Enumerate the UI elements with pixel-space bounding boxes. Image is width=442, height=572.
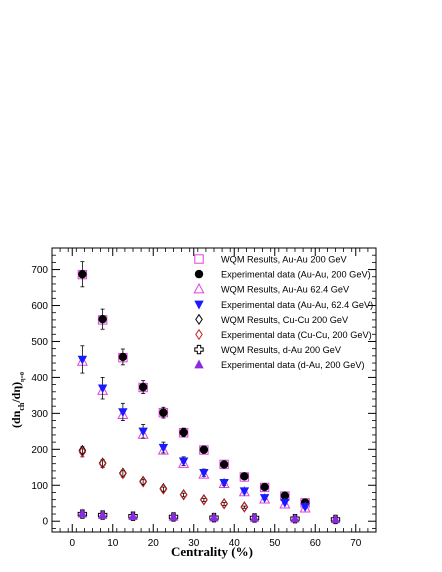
series-3	[77, 345, 310, 513]
x-tick-label: 30	[188, 538, 200, 549]
data-point	[97, 384, 108, 394]
x-tick-label: 0	[69, 538, 75, 549]
data-point	[159, 483, 168, 495]
y-axis-title-sub2: η=0	[20, 372, 26, 382]
data-point	[240, 472, 249, 481]
data-point	[168, 511, 179, 521]
y-axis-title-sub1: ch	[17, 402, 26, 411]
series-5	[78, 446, 249, 513]
y-tick-label: 300	[31, 409, 48, 420]
data-point	[219, 460, 229, 469]
series-1	[78, 261, 310, 507]
data-point	[97, 509, 108, 519]
y-axis-title-main: (dn	[9, 410, 23, 428]
y-tick-label: 0	[42, 517, 48, 528]
data-point	[178, 457, 189, 467]
legend-label: WQM Results, Au-Au 62.4 GeV	[221, 285, 350, 295]
data-point	[128, 510, 138, 520]
data-point	[159, 408, 168, 417]
data-point	[77, 508, 88, 518]
legend-label: Experimental data (Au-Au, 200 GeV)	[221, 270, 371, 280]
data-point	[138, 427, 148, 437]
x-tick-label: 60	[310, 538, 322, 549]
data-point	[139, 476, 147, 488]
y-axis-title: (dnch/dη)η=0	[9, 372, 26, 428]
data-point	[138, 382, 148, 392]
svg-text:(dnch/dη)η=0: (dnch/dη)η=0	[9, 372, 26, 428]
data-point	[219, 479, 229, 488]
legend-marker	[194, 300, 204, 310]
data-point	[98, 314, 107, 324]
y-tick-label: 400	[31, 373, 48, 384]
data-point	[220, 498, 228, 510]
data-point	[259, 494, 270, 504]
legend-label: Experimental data (Au-Au, 62.4 GeV)	[221, 300, 373, 310]
data-point	[199, 445, 209, 454]
legend-label: Experimental data (Cu-Cu, 200 GeV)	[221, 330, 372, 340]
data-point	[300, 503, 310, 513]
legend-label: Experimental data (d-Au, 200 GeV)	[221, 360, 365, 370]
y-tick-label: 500	[31, 337, 48, 348]
data-point	[198, 468, 210, 479]
x-tick-label: 50	[269, 538, 281, 549]
legend-marker	[195, 328, 203, 341]
legend-label: WQM Results, d-Au 200 GeV	[221, 345, 342, 355]
data-point	[290, 513, 300, 523]
data-point	[199, 468, 209, 478]
legend-marker	[194, 359, 204, 369]
data-point	[118, 408, 128, 418]
y-tick-label: 200	[31, 445, 48, 456]
data-point	[179, 489, 188, 501]
legend-label: WQM Results, Au-Au 200 GeV	[221, 255, 347, 265]
legend-marker	[194, 344, 204, 355]
data-point	[98, 458, 107, 470]
data-point	[118, 352, 128, 362]
data-point	[78, 270, 87, 279]
data-point	[280, 498, 290, 508]
data-point	[157, 444, 169, 455]
legend-marker	[195, 313, 203, 325]
legend-marker	[194, 269, 204, 279]
legend-label: WQM Results, Cu-Cu 200 GeV	[221, 315, 349, 325]
legend-marker	[193, 282, 205, 294]
y-tick-label: 100	[31, 481, 48, 492]
series-7	[77, 508, 341, 524]
x-tick-label: 40	[229, 538, 241, 549]
data-point	[78, 446, 87, 458]
data-point	[330, 514, 341, 524]
data-point	[249, 512, 260, 522]
data-point	[178, 457, 190, 468]
y-axis-title-mid: /dη)	[9, 382, 23, 404]
data-point	[239, 487, 250, 497]
x-tick-label: 10	[107, 538, 119, 549]
data-point	[279, 498, 291, 509]
legend-marker	[194, 254, 204, 264]
data-point	[119, 468, 127, 480]
data-point	[77, 355, 88, 365]
data-point	[158, 443, 169, 453]
data-points	[76, 261, 341, 525]
y-tick-label: 600	[31, 301, 48, 312]
data-point	[179, 428, 188, 437]
data-point	[260, 482, 269, 492]
legend: WQM Results, Au-Au 200 GeV Experimental d…	[193, 254, 373, 370]
data-point	[200, 494, 208, 506]
y-tick-label: 700	[31, 265, 48, 276]
data-point	[240, 501, 249, 513]
data-point	[280, 491, 290, 500]
data-point	[209, 512, 219, 522]
x-axis-title: Centrality (%)	[171, 544, 253, 559]
x-tick-label: 70	[350, 538, 362, 549]
x-tick-label: 20	[148, 538, 160, 549]
